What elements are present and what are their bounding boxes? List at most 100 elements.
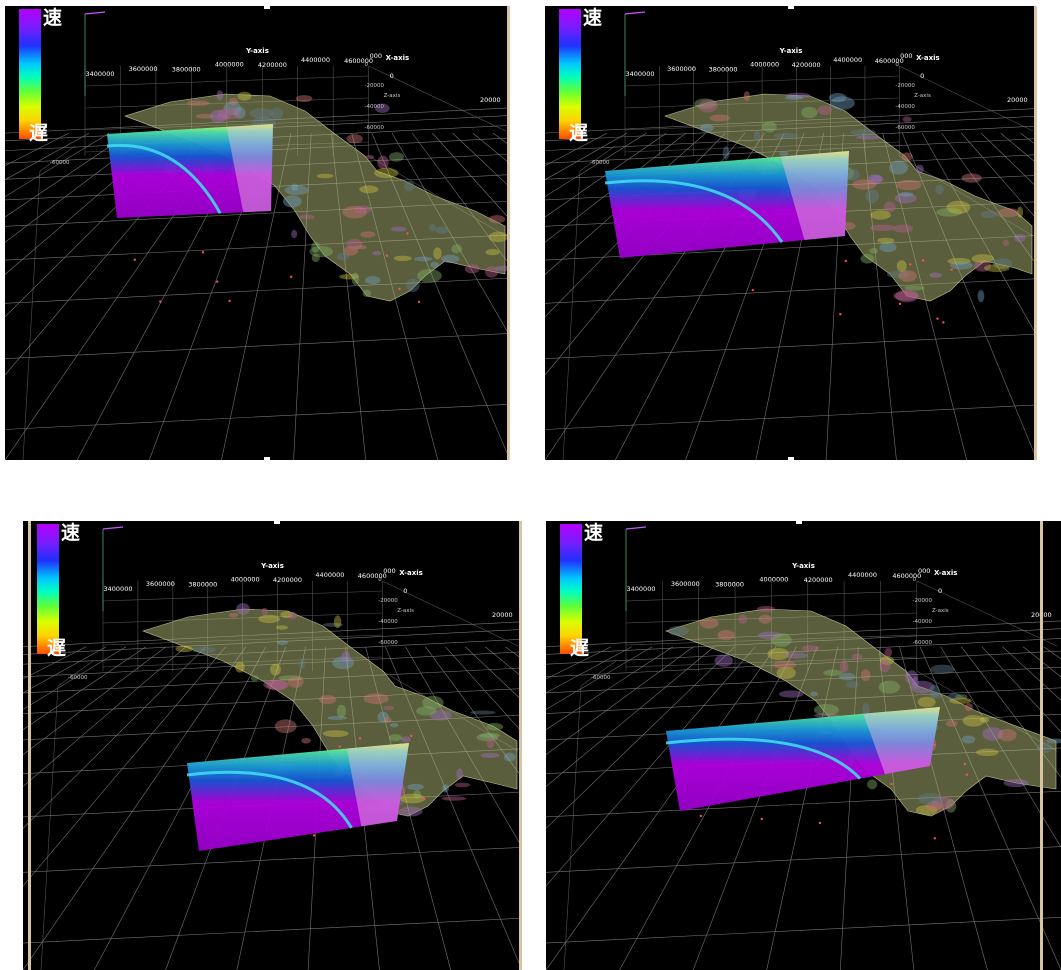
geology-patch bbox=[668, 625, 689, 636]
geology-patch bbox=[694, 98, 717, 109]
geology-patch bbox=[351, 272, 360, 286]
geology-patch bbox=[902, 116, 912, 123]
floor-grid bbox=[546, 620, 1061, 970]
y-tick-label: 3400000 bbox=[626, 70, 655, 78]
z-tick-label: -60000 bbox=[378, 640, 398, 646]
geology-patch bbox=[406, 278, 420, 292]
geology-patch bbox=[846, 168, 860, 181]
grid-line bbox=[545, 404, 1037, 430]
z-tick-label: -20000 bbox=[895, 83, 915, 89]
geology-patch bbox=[311, 241, 320, 253]
geology-patch bbox=[336, 252, 350, 261]
z-tick-label: -60000 bbox=[895, 125, 915, 131]
geology-patch bbox=[1046, 738, 1061, 744]
grid-line bbox=[546, 646, 694, 756]
grid-line bbox=[546, 646, 735, 829]
grid-line bbox=[916, 580, 1058, 647]
geology-patch bbox=[494, 265, 510, 271]
geology-patch bbox=[400, 736, 411, 743]
site-marker bbox=[201, 251, 205, 254]
geology-patch bbox=[839, 660, 849, 673]
grid-line bbox=[546, 646, 756, 887]
grid-line bbox=[1002, 646, 1061, 701]
geology-patch bbox=[441, 254, 460, 264]
site-marker bbox=[965, 773, 969, 776]
geology-patch bbox=[860, 253, 875, 264]
grid-line bbox=[546, 646, 674, 730]
velocity-slice bbox=[186, 743, 409, 851]
geology-patch bbox=[997, 728, 1017, 742]
x-axis-title: X-axis bbox=[386, 54, 410, 62]
scene-canvas-2[interactable]: 3400000 3600000 3800000 4000000 4200000 44000… bbox=[545, 6, 1037, 460]
viewer-panel-4[interactable]: 3400000 3600000 3800000 4000000 4200000 44000… bbox=[546, 521, 1061, 970]
y-axis-title: Y-axis bbox=[791, 562, 815, 570]
geology-patch bbox=[971, 254, 994, 263]
geology-patch bbox=[945, 799, 957, 813]
colorbar-slow-label: 遅 bbox=[569, 122, 589, 144]
grid-line bbox=[625, 634, 917, 646]
geology-patch bbox=[813, 704, 839, 716]
y-tick-label: 4000000 bbox=[215, 60, 244, 68]
grid-line bbox=[432, 132, 510, 220]
geology-patch bbox=[869, 247, 879, 254]
geology-patch bbox=[977, 290, 985, 303]
resize-handle[interactable] bbox=[264, 5, 270, 9]
grid-line bbox=[980, 132, 1037, 188]
geology-patch bbox=[823, 669, 843, 676]
grid-line bbox=[546, 650, 1061, 678]
resize-handle[interactable] bbox=[274, 520, 280, 524]
geology-patch bbox=[322, 622, 344, 627]
resize-handle[interactable] bbox=[264, 457, 270, 461]
z-tick-label: 0 bbox=[895, 62, 899, 68]
grid-line bbox=[425, 646, 522, 778]
geology-patch bbox=[233, 106, 246, 119]
geology-patch bbox=[904, 285, 925, 291]
geology-patch bbox=[709, 114, 730, 122]
grid-line bbox=[23, 629, 522, 655]
geology-patch bbox=[430, 261, 440, 269]
geology-patch bbox=[887, 270, 910, 279]
geology-patch bbox=[346, 238, 363, 250]
surface-overlay bbox=[226, 124, 273, 213]
site-marker bbox=[398, 287, 401, 291]
geology-patch bbox=[485, 266, 499, 278]
resize-handle[interactable] bbox=[788, 457, 794, 461]
site-marker bbox=[839, 313, 842, 316]
geology-patch bbox=[485, 249, 500, 256]
geology-patch bbox=[284, 185, 309, 195]
geology-patch bbox=[865, 189, 879, 204]
site-marker bbox=[406, 232, 409, 235]
viewer-panel-2[interactable]: 3400000 3600000 3800000 4000000 4200000 44000… bbox=[545, 6, 1037, 460]
geology-patch bbox=[390, 226, 407, 232]
axis-indicator bbox=[624, 11, 646, 15]
geology-patch bbox=[223, 101, 242, 116]
grid-line bbox=[5, 107, 510, 134]
viewer-panel-3[interactable]: 3400000 3600000 3800000 4000000 4200000 44000… bbox=[23, 521, 522, 970]
slab-boundary bbox=[604, 179, 784, 244]
viewer-panel-1[interactable]: 3400000 3600000 3800000 4000000 4200000 44000… bbox=[5, 6, 510, 460]
x-tick-label: 0 bbox=[390, 72, 394, 80]
geology-patch bbox=[318, 694, 337, 705]
grid-line bbox=[545, 132, 667, 218]
geology-patch bbox=[480, 752, 500, 758]
geology-patch bbox=[422, 695, 444, 710]
resize-handle[interactable] bbox=[788, 5, 794, 9]
resize-handle[interactable] bbox=[796, 520, 802, 524]
axis-indicator bbox=[625, 526, 647, 530]
geology-patch bbox=[327, 715, 348, 720]
scene-canvas-3[interactable]: 3400000 3600000 3800000 4000000 4200000 44000… bbox=[23, 521, 522, 970]
geology-patch bbox=[270, 107, 284, 120]
scene-canvas-4[interactable]: 3400000 3600000 3800000 4000000 4200000 44000… bbox=[546, 521, 1061, 970]
geology-patch bbox=[388, 152, 405, 162]
geology-patch bbox=[298, 659, 306, 670]
y-tick-label: 4600000 bbox=[344, 57, 373, 65]
grid-line bbox=[293, 133, 312, 460]
y-tick-label: 4600000 bbox=[892, 572, 921, 580]
geology-patch bbox=[287, 676, 304, 688]
geology-patch bbox=[767, 647, 790, 661]
grid-line bbox=[94, 646, 266, 970]
site-marker bbox=[289, 275, 293, 279]
geology-patch bbox=[964, 703, 974, 711]
geology-patch bbox=[931, 796, 955, 810]
scene-canvas-1[interactable]: 3400000 3600000 3800000 4000000 4200000 44000… bbox=[5, 6, 510, 460]
